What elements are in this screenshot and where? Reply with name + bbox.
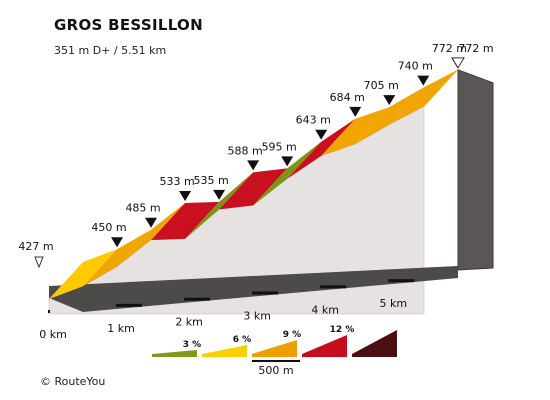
legend-swatch-base [302,354,347,357]
legend-swatch [202,345,247,354]
start-marker [34,256,44,269]
profile-segment [321,107,390,156]
distance-tick [116,303,143,307]
legend-swatch-base [152,354,197,357]
scale-bar [252,360,300,362]
legend-swatch [252,340,297,354]
elevation-label: 535 m [194,174,229,187]
profile-segment [219,168,288,210]
legend-label: 6 % [233,335,251,345]
elevation-label: 740 m [398,60,433,73]
distance-tick [252,291,279,295]
elevation-label: 485 m [125,202,160,215]
legend-swatch [352,330,397,354]
legend-swatch-base [202,354,247,357]
distance-tick-label: 5 km [379,297,407,310]
distance-tick-label: 4 km [311,303,339,316]
legend-label: 3 % [183,340,201,350]
elevation-marker [417,75,430,86]
elevation-label: 705 m [364,79,399,92]
elevation-label: 684 m [330,91,365,104]
profile-segment [287,118,356,179]
copyright-notice: © RouteYou [40,375,106,388]
elevation-marker [383,95,396,106]
legend-label: 9 % [283,330,301,340]
profile-base-shadow [49,266,458,312]
elevation-label: 588 m [228,144,263,157]
page-title: GROS BESSILLON [54,16,203,34]
elevation-label: 772 m [458,42,493,55]
profile-segment [253,141,322,206]
scale-bar-label: 500 m [258,364,293,377]
distance-tick [388,279,415,283]
elevation-label: 595 m [262,140,297,153]
elevation-marker [179,190,192,201]
distance-tick-label: 0 km [39,328,67,341]
elevation-marker [145,217,158,228]
distance-tick-label: 2 km [175,316,203,329]
profile-segment [423,69,458,107]
elevation-label: 427 m [18,240,53,253]
elevation-label: 643 m [296,114,331,127]
profile-back-wall [457,69,494,271]
profile-segment [185,172,254,239]
elevation-label: 772 m [432,42,467,55]
elevation-marker [281,156,294,167]
profile-segment [151,201,220,240]
elevation-marker [247,160,260,171]
end-marker [451,57,465,69]
profile-segment [389,69,458,125]
distance-tick [320,285,347,289]
profile-segment [49,249,118,299]
legend-swatch [302,335,347,354]
route-summary: 351 m D+ / 5.51 km [54,44,167,57]
profile-segment [117,202,186,267]
profile-segment [355,87,424,145]
legend-label: 12 % [330,325,355,335]
distance-tick [184,297,211,301]
distance-tick-label: 1 km [107,322,135,335]
elevation-marker [111,237,124,248]
distance-tick [48,310,50,313]
elevation-label: 450 m [91,221,126,234]
legend-swatch-base [352,354,397,357]
elevation-marker [349,106,362,117]
elevation-marker [315,129,328,140]
elevation-label: 533 m [159,175,194,188]
legend-swatch-base [252,354,297,357]
profile-segment [83,229,152,287]
legend-swatch [152,350,197,354]
distance-tick-label: 3 km [243,309,271,322]
elevation-marker [213,189,226,200]
